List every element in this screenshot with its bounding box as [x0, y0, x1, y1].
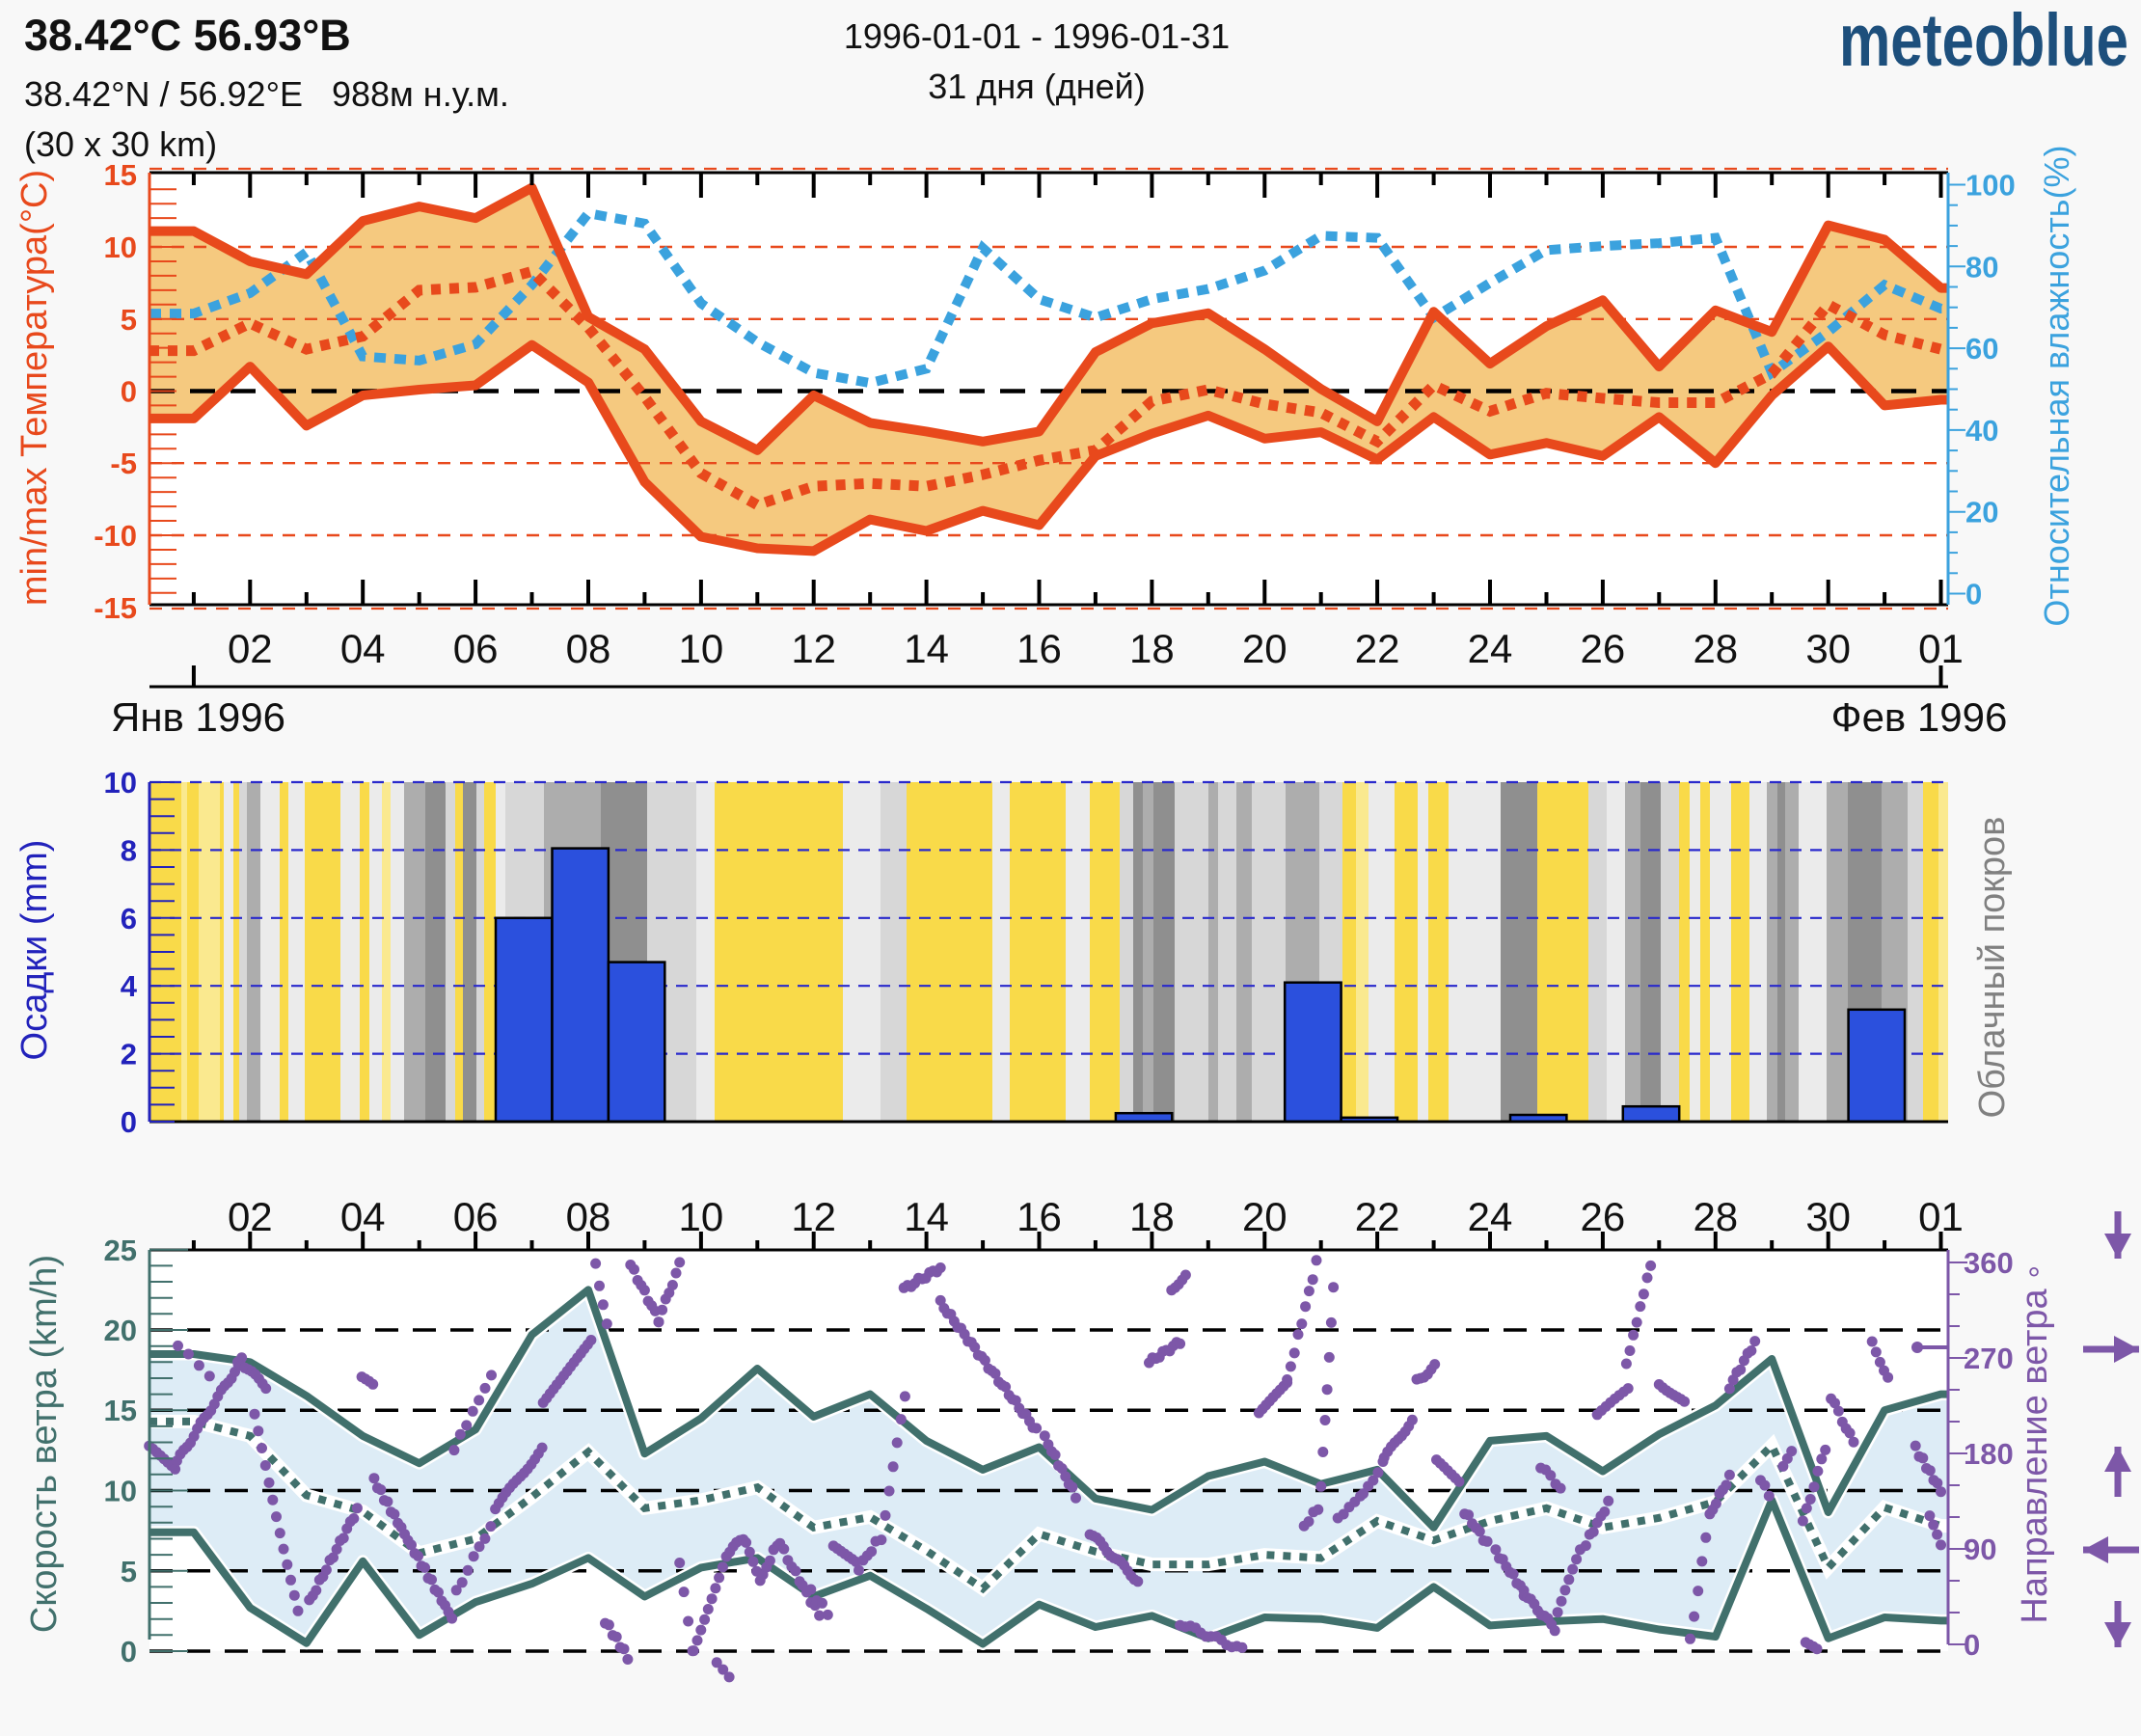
svg-text:10: 10 — [104, 231, 137, 264]
svg-text:04: 04 — [340, 1194, 386, 1239]
svg-text:31 дня (дней): 31 дня (дней) — [928, 67, 1145, 106]
svg-text:60: 60 — [1965, 332, 1998, 366]
svg-text:40: 40 — [1965, 414, 1998, 448]
svg-text:0: 0 — [121, 1635, 137, 1668]
svg-text:26: 26 — [1581, 626, 1626, 671]
svg-text:16: 16 — [1016, 1194, 1062, 1239]
svg-text:Относительная влажность(%): Относительная влажность(%) — [2037, 145, 2076, 626]
svg-text:15: 15 — [104, 1394, 137, 1427]
svg-text:Скорость ветра (km/h): Скорость ветра (km/h) — [24, 1255, 65, 1633]
svg-text:12: 12 — [791, 1194, 836, 1239]
svg-text:90: 90 — [1964, 1533, 1996, 1566]
svg-text:10: 10 — [679, 626, 724, 671]
svg-text:10: 10 — [679, 1194, 724, 1239]
svg-text:270: 270 — [1964, 1342, 2014, 1375]
svg-text:Осадки (mm): Осадки (mm) — [14, 840, 55, 1061]
svg-text:-5: -5 — [110, 447, 137, 480]
svg-text:04: 04 — [340, 626, 386, 671]
svg-text:360: 360 — [1964, 1246, 2014, 1280]
svg-text:28: 28 — [1693, 626, 1738, 671]
svg-text:-10: -10 — [94, 519, 137, 553]
svg-text:18: 18 — [1129, 626, 1175, 671]
svg-text:02: 02 — [228, 1194, 273, 1239]
svg-text:08: 08 — [566, 626, 611, 671]
svg-text:4: 4 — [121, 969, 138, 1003]
svg-text:08: 08 — [566, 1194, 611, 1239]
svg-text:Направление ветра: Направление ветра — [2015, 1288, 2055, 1624]
svg-text:06: 06 — [453, 1194, 499, 1239]
svg-text:8: 8 — [121, 833, 137, 867]
svg-text:38.42°C 56.93°B: 38.42°C 56.93°B — [24, 11, 351, 60]
svg-text:20: 20 — [1965, 496, 1998, 529]
svg-text:Облачный покров: Облачный покров — [1972, 817, 2013, 1119]
svg-text:10: 10 — [104, 766, 137, 800]
svg-text:1996-01-01 - 1996-01-31: 1996-01-01 - 1996-01-31 — [844, 16, 1230, 56]
svg-text:100: 100 — [1965, 169, 2016, 203]
svg-text:16: 16 — [1016, 626, 1062, 671]
svg-text:24: 24 — [1468, 1194, 1513, 1239]
svg-text:20: 20 — [1242, 626, 1287, 671]
svg-text:2: 2 — [121, 1038, 137, 1071]
svg-text:12: 12 — [791, 626, 836, 671]
svg-text:10: 10 — [104, 1475, 137, 1508]
svg-text:22: 22 — [1355, 1194, 1400, 1239]
svg-text:(30 x 30 km): (30 x 30 km) — [24, 124, 217, 164]
svg-text:5: 5 — [121, 303, 137, 337]
svg-text:-15: -15 — [94, 591, 137, 625]
svg-text:0: 0 — [121, 375, 137, 409]
svg-text:26: 26 — [1581, 1194, 1626, 1239]
svg-text:20: 20 — [1242, 1194, 1287, 1239]
svg-text:06: 06 — [453, 626, 499, 671]
svg-text:0: 0 — [1964, 1628, 1980, 1662]
svg-text:15: 15 — [104, 158, 137, 192]
svg-text:25: 25 — [104, 1234, 137, 1267]
svg-text:min/max Температура(°C): min/max Температура(°C) — [14, 170, 55, 606]
svg-text:14: 14 — [904, 1194, 949, 1239]
svg-text:meteoblue: meteoblue — [1839, 0, 2128, 82]
svg-text:6: 6 — [121, 902, 137, 936]
svg-text:5: 5 — [121, 1555, 137, 1588]
svg-text:0: 0 — [1965, 578, 1982, 611]
svg-text:80: 80 — [1965, 250, 1998, 284]
svg-text:30: 30 — [1805, 626, 1851, 671]
svg-text:01: 01 — [1918, 626, 1964, 671]
svg-text:22: 22 — [1355, 626, 1400, 671]
svg-text:0: 0 — [121, 1105, 137, 1139]
svg-text:20: 20 — [104, 1314, 137, 1347]
svg-text:14: 14 — [904, 626, 949, 671]
svg-text:24: 24 — [1468, 626, 1513, 671]
svg-text:Янв 1996: Янв 1996 — [111, 694, 285, 740]
svg-text:28: 28 — [1693, 1194, 1738, 1239]
svg-text:°: ° — [2027, 1261, 2041, 1298]
svg-text:180: 180 — [1964, 1437, 2014, 1471]
svg-text:30: 30 — [1805, 1194, 1851, 1239]
svg-text:Фев 1996: Фев 1996 — [1831, 694, 2008, 740]
svg-text:01: 01 — [1918, 1194, 1964, 1239]
svg-text:18: 18 — [1129, 1194, 1175, 1239]
svg-text:38.42°N / 56.92°E 988м н.у.м: 38.42°N / 56.92°E 988м н.у.м. — [24, 74, 509, 114]
svg-text:02: 02 — [228, 626, 273, 671]
